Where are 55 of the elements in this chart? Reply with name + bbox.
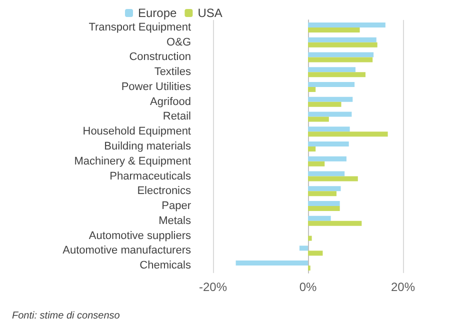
y-tick-label: Construction bbox=[129, 51, 191, 64]
y-tick-label: Power Utilities bbox=[121, 80, 192, 93]
y-tick-label: Building materials bbox=[104, 140, 192, 152]
bar bbox=[308, 216, 331, 221]
bar bbox=[308, 250, 323, 256]
bar bbox=[299, 246, 308, 251]
bar bbox=[308, 37, 376, 42]
y-tick-label: Chemicals bbox=[140, 260, 192, 272]
y-tick-label: Retail bbox=[162, 110, 191, 123]
bar bbox=[308, 142, 349, 146]
bar bbox=[308, 176, 358, 182]
bar bbox=[308, 22, 386, 28]
bar bbox=[308, 72, 366, 78]
bar bbox=[308, 52, 374, 58]
bar bbox=[236, 260, 308, 266]
y-tick-label: O&G bbox=[166, 36, 191, 48]
bar bbox=[308, 116, 329, 122]
y-tick-label: Household Equipment bbox=[82, 126, 191, 138]
bar bbox=[308, 27, 360, 32]
bar bbox=[308, 171, 345, 176]
bar bbox=[308, 86, 316, 92]
y-tick-label: Automotive suppliers bbox=[88, 230, 192, 242]
bar bbox=[308, 57, 373, 62]
x-tick-label: -20% bbox=[198, 280, 228, 294]
y-tick-label: Pharmaceuticals bbox=[110, 170, 192, 182]
text: Fonti: stime di consenso bbox=[12, 310, 120, 322]
bar bbox=[308, 42, 378, 48]
bar bbox=[308, 132, 388, 137]
y-tick-label: Transport Equipment bbox=[88, 21, 191, 34]
y-tick-label: Machinery & Equipment bbox=[74, 155, 191, 168]
bar bbox=[308, 186, 341, 192]
bar bbox=[308, 161, 325, 166]
bar bbox=[308, 220, 362, 226]
bar bbox=[308, 206, 340, 212]
bar bbox=[308, 102, 342, 107]
y-tick-label: Metals bbox=[158, 214, 192, 227]
bar bbox=[308, 82, 355, 87]
legend-label: Europe bbox=[138, 6, 178, 20]
bar bbox=[308, 67, 356, 72]
y-tick-label: Agrifood bbox=[150, 96, 191, 108]
legend-label: USA bbox=[198, 6, 222, 20]
bar bbox=[308, 156, 346, 162]
bar bbox=[308, 112, 352, 117]
x-tick-label: 20% bbox=[390, 280, 416, 294]
bar bbox=[308, 191, 336, 196]
y-tick-label: Textiles bbox=[154, 66, 192, 78]
y-tick-label: Automotive manufacturers bbox=[62, 244, 192, 257]
bar bbox=[308, 201, 340, 206]
bar bbox=[308, 146, 316, 152]
bar bbox=[308, 126, 350, 132]
y-tick-label: Paper bbox=[162, 200, 192, 212]
bar bbox=[308, 236, 312, 241]
x-tick-label: 0% bbox=[299, 280, 317, 294]
y-tick-label: Electronics bbox=[137, 185, 192, 198]
bar bbox=[308, 96, 353, 102]
